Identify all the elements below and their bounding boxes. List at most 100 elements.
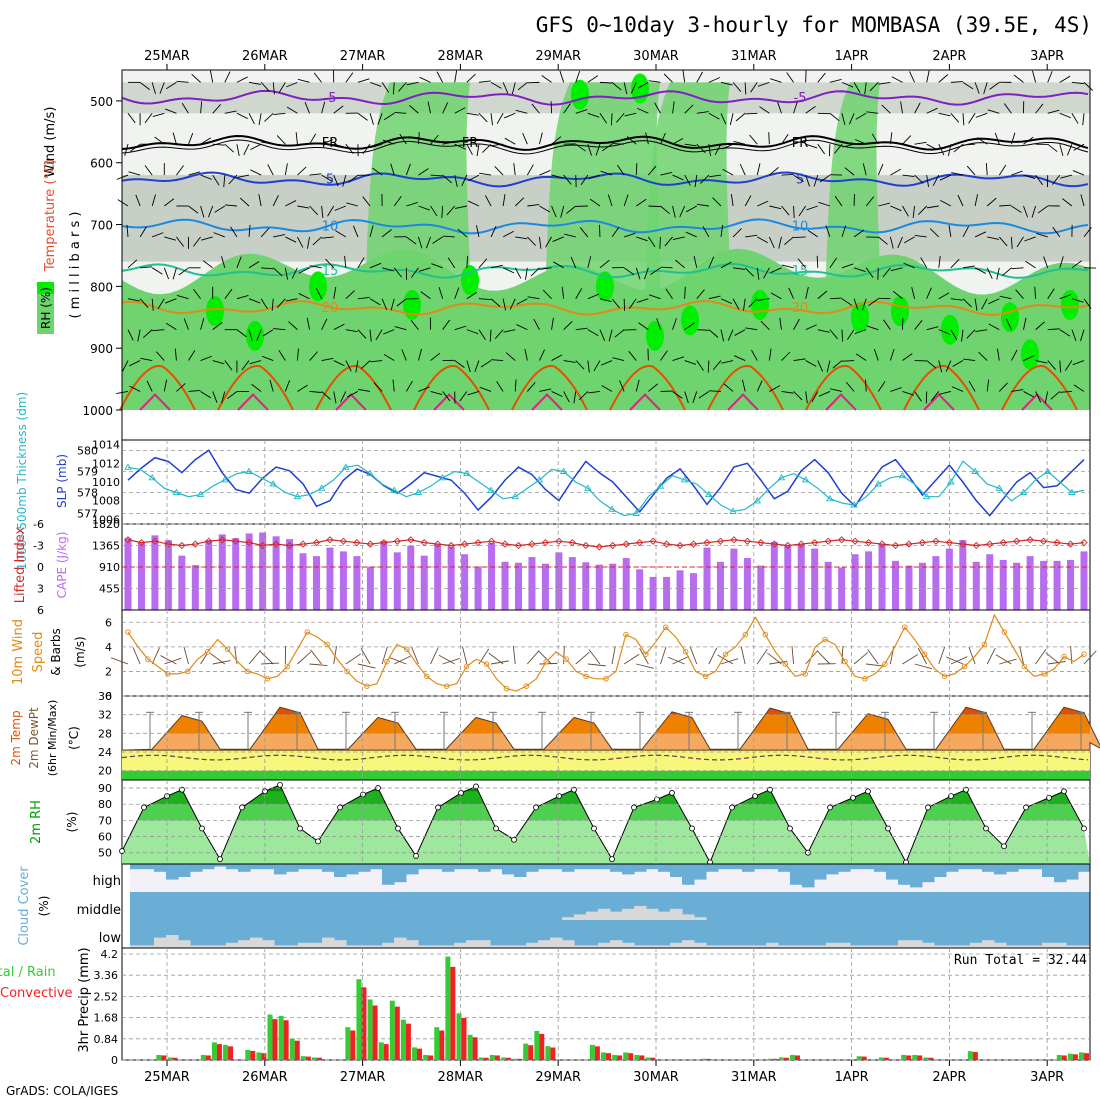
rh2m-marker (217, 856, 223, 863)
wind-barb (325, 258, 335, 269)
wind-barb (410, 319, 419, 330)
pressure-tick-label: 900 (90, 342, 113, 356)
cape-bar (205, 540, 213, 610)
wind-barb (485, 195, 492, 207)
cloud-middle-gap (586, 911, 599, 920)
cloud-low-gap (850, 945, 863, 948)
wind-barb (1010, 236, 1013, 249)
wind-barb (393, 267, 402, 278)
cloud-high-bar (886, 864, 899, 880)
cloud-high-bar (250, 864, 263, 870)
wind-barb (976, 137, 988, 145)
wind-barb (228, 174, 238, 185)
isotherm-line (121, 139, 1089, 155)
wind-barb (236, 144, 240, 157)
wind-barb (757, 200, 769, 207)
precip-convective-bar (628, 1053, 634, 1060)
rh2m-marker (787, 825, 793, 832)
cloud-low-gap (394, 937, 407, 948)
precip-convective-bar (350, 1030, 356, 1060)
wind-barb (623, 194, 629, 207)
wind-barb (950, 112, 960, 123)
cape-bar (797, 543, 805, 610)
cape-bar (716, 561, 724, 610)
wind-barb (334, 205, 346, 211)
wind-barb (756, 380, 763, 392)
isotherm-label: 15 (322, 264, 339, 279)
wind-barb (502, 230, 514, 238)
wind-barb (985, 163, 988, 176)
precip-convective-bar (172, 1057, 178, 1060)
precip-total-bar (789, 1054, 795, 1060)
wind-barb (200, 205, 205, 218)
li-marker (1053, 538, 1061, 547)
wind-barb (151, 194, 156, 207)
wind-barb (832, 360, 843, 369)
wind-barb (223, 175, 226, 188)
wind-barb (727, 329, 734, 341)
cloud-high-bar (1042, 864, 1055, 877)
wind10m-barb (720, 658, 739, 665)
wind-barb (841, 81, 854, 88)
isotherm-line (121, 171, 1089, 188)
cloud-low-gap (1054, 942, 1067, 948)
wind-barb (877, 381, 886, 392)
li-marker (891, 541, 900, 550)
slp-tick-label: 1010 (92, 476, 120, 489)
wind-barb (144, 165, 153, 176)
wind-barb (224, 288, 233, 299)
wind-barb (1031, 205, 1037, 218)
precip-total-bar (367, 999, 373, 1060)
wind-barb (720, 81, 733, 86)
li-marker (932, 537, 940, 545)
temp-units-label: (°C) (67, 726, 81, 750)
wind-barb (394, 111, 407, 114)
wind-barb (694, 175, 698, 188)
wind-barb (139, 298, 149, 308)
wind-barb (172, 267, 177, 280)
wind-barb (541, 75, 552, 83)
wind-barb (249, 360, 262, 365)
wind-barb (144, 113, 153, 124)
wind-barb (813, 174, 819, 187)
wind-barb (446, 205, 456, 216)
wind-barb (1036, 232, 1048, 238)
wind-barb (269, 379, 274, 392)
wind-barb (630, 82, 637, 94)
wind-barb (745, 112, 758, 115)
cloud-low-gap (646, 945, 659, 948)
cloud-high-bar (178, 864, 191, 877)
rh-saturated-spot (1001, 302, 1019, 333)
wind-barb (117, 199, 129, 207)
wind-barb (309, 391, 322, 393)
pressure-tick-label: 500 (90, 95, 113, 109)
wind-barb (757, 298, 770, 301)
wind-barb (539, 388, 552, 392)
wind10m-barb (164, 657, 182, 665)
precip-total-bar (345, 1027, 351, 1060)
wind-barb (430, 205, 438, 217)
wind-barb (405, 163, 411, 176)
cloud-high-bar (682, 864, 695, 885)
precip-axis-label: 3hr Precip (mm) (77, 947, 92, 1052)
precip-convective-label: Convective (0, 986, 73, 1001)
cloud-low-gap (610, 940, 623, 948)
wind-barb (1071, 260, 1082, 269)
cape-bar (878, 543, 886, 610)
cloud-middle-gap (574, 914, 587, 920)
cloud-high-bar (190, 864, 203, 872)
wind10m-tick-label: 0 (105, 690, 112, 703)
wind-barb (897, 236, 903, 249)
wind-barb (155, 351, 165, 361)
cloud-high-bar (454, 864, 467, 870)
wind-barb (545, 236, 552, 248)
slp-tick-label: 1008 (92, 495, 120, 508)
cloud-high-bar (874, 864, 887, 872)
wind-barb (369, 81, 382, 87)
wind-barb (660, 171, 673, 176)
wind10m-barb (914, 663, 933, 670)
wind-barb (696, 111, 709, 114)
wind-barb (312, 236, 322, 246)
wind-barb (684, 322, 695, 331)
precip-total-bar (778, 1057, 784, 1060)
